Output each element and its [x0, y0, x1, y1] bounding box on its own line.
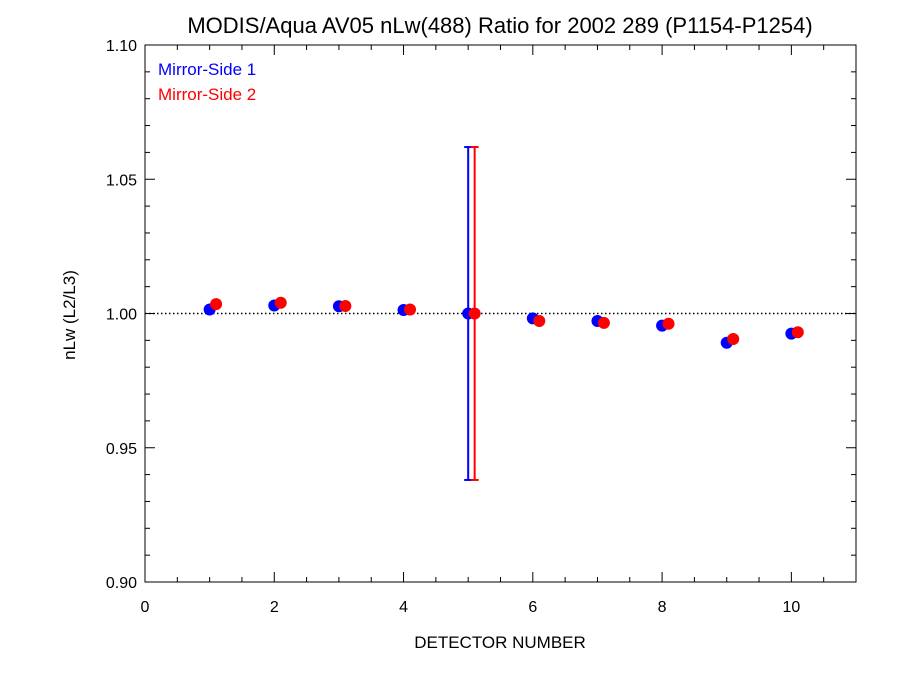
data-point: [404, 303, 417, 316]
data-point: [597, 316, 610, 329]
data-point: [533, 315, 546, 328]
x-axis-label: DETECTOR NUMBER: [414, 633, 586, 652]
y-tick-label: 1.10: [106, 38, 137, 55]
y-tick-label: 1.05: [106, 172, 137, 189]
data-point: [468, 307, 481, 320]
x-tick-label: 4: [399, 599, 408, 616]
y-axis-label: nLw (L2/L3): [60, 270, 79, 360]
legend: Mirror-Side 1 Mirror-Side 2: [158, 60, 256, 104]
series-2: [210, 146, 804, 481]
chart-title: MODIS/Aqua AV05 nLw(488) Ratio for 2002 …: [187, 13, 812, 38]
x-tick-label: 0: [141, 599, 150, 616]
y-tick-label: 0.90: [106, 575, 137, 592]
y-tick-label: 0.95: [106, 441, 137, 458]
data-point: [662, 317, 675, 330]
legend-entry-mirror-side-2: Mirror-Side 2: [158, 85, 256, 104]
x-tick-label: 2: [270, 599, 279, 616]
x-tick-label: 8: [658, 599, 667, 616]
legend-entry-mirror-side-1: Mirror-Side 1: [158, 60, 256, 79]
x-tick-label: 10: [782, 599, 800, 616]
y-tick-label: 1.00: [106, 307, 137, 324]
data-point: [210, 298, 223, 311]
x-tick-label: 6: [528, 599, 537, 616]
data-point: [727, 333, 740, 346]
data-point: [339, 299, 352, 312]
data-point: [274, 296, 287, 309]
data-layer: [203, 146, 804, 481]
data-point: [791, 326, 804, 339]
axes-layer: 0 2 4 6 8 10 0.90 0.95 1.00 1.05 1.10: [106, 38, 857, 616]
